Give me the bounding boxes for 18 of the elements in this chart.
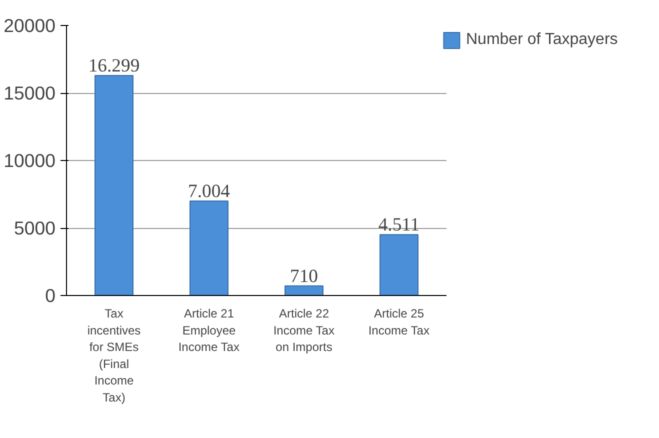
legend-label: Number of Taxpayers	[466, 31, 618, 49]
y-tick-label: 5000	[14, 218, 56, 238]
y-tick-label: 20000	[4, 15, 56, 36]
text: 7.004	[188, 180, 230, 202]
y-tick-label: 15000	[4, 82, 56, 104]
x-tick-label: Article 22 Income Tax on Imports	[273, 306, 334, 354]
bar	[94, 74, 134, 296]
text: 710	[290, 266, 318, 287]
bar	[284, 285, 324, 296]
y-tick-label: 0	[45, 285, 56, 306]
x-tick-label: Tax incentives for SMEs (Final Income Tax)	[87, 306, 141, 404]
y-tick-label: 10000	[4, 150, 56, 171]
x-tick-label: Article 25 Income Tax	[368, 306, 430, 338]
bar	[190, 200, 228, 296]
text: 4.511	[378, 214, 420, 236]
text: 16.299	[88, 55, 140, 76]
x-tick-label: Article 21 Employee Income Tax	[178, 306, 240, 354]
bar	[380, 234, 418, 296]
